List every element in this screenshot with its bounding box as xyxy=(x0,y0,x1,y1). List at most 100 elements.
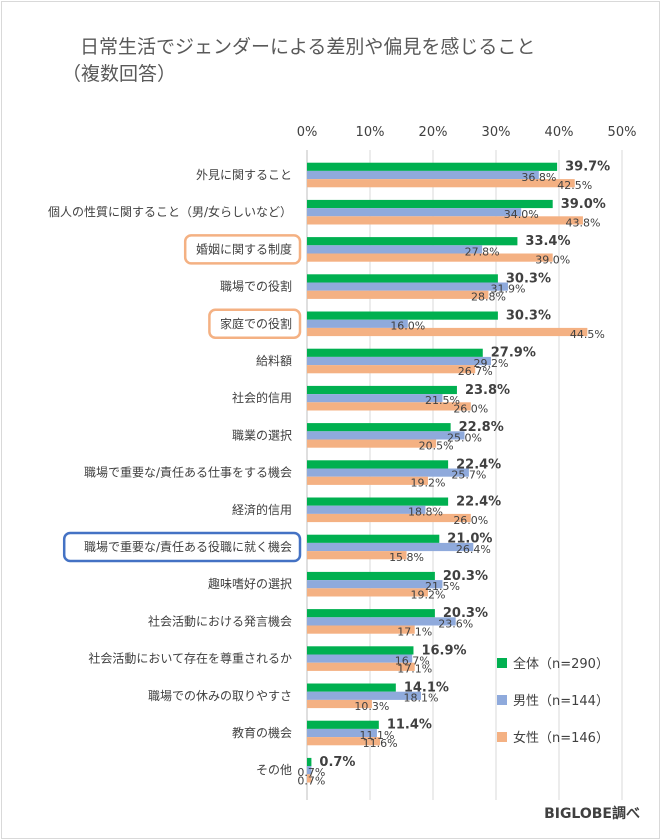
bar xyxy=(307,356,491,366)
legend-label: 全体（n=290） xyxy=(513,656,609,672)
data-label: 39.0% xyxy=(561,197,606,212)
data-label: 20.3% xyxy=(443,569,488,584)
bar xyxy=(307,571,435,581)
data-label: 27.8% xyxy=(465,245,500,258)
bar xyxy=(307,534,440,543)
bar xyxy=(307,460,449,469)
bar xyxy=(307,497,449,506)
bar xyxy=(307,253,553,262)
data-label: 22.8% xyxy=(459,420,504,435)
source-note: BIGLOBE調べ xyxy=(544,805,640,822)
x-tick-label: 20% xyxy=(419,125,448,140)
chart-title: 日常生活でジェンダーによる差別や偏見を感じること xyxy=(80,36,535,58)
category-label: 家庭での役割 xyxy=(220,316,292,331)
category-label: 社会活動において存在を尊重されるか xyxy=(88,651,292,666)
category-label: 経済的信用 xyxy=(232,502,292,517)
legend-swatch xyxy=(497,695,507,705)
bar xyxy=(307,385,457,395)
data-label: 0.7% xyxy=(297,774,325,787)
x-tick-label: 40% xyxy=(545,125,574,140)
data-label: 22.4% xyxy=(456,495,501,510)
bar xyxy=(307,720,379,729)
bar xyxy=(307,662,415,671)
data-label: 44.5% xyxy=(570,328,605,341)
data-label: 25.0% xyxy=(447,431,482,444)
category-label: 職場での役割 xyxy=(220,279,292,294)
data-label: 31.9% xyxy=(490,283,525,296)
legend-label: 男性（n=144） xyxy=(513,694,609,709)
x-tick-label: 30% xyxy=(482,125,511,140)
bar xyxy=(307,162,558,171)
bar xyxy=(307,757,312,767)
bar xyxy=(307,505,426,514)
legend-label: 女性（n=146） xyxy=(513,730,609,746)
bar xyxy=(307,365,476,374)
legend: 全体（n=290） 男性（n=144） 女性（n=146） xyxy=(497,656,609,746)
data-label: 33.4% xyxy=(525,234,570,249)
data-label: 18.8% xyxy=(408,506,443,519)
bar xyxy=(307,646,414,655)
bar xyxy=(307,394,443,403)
data-label: 39.7% xyxy=(565,160,610,175)
category-label: 趣味嗜好の選択 xyxy=(208,576,292,591)
data-label: 34.0% xyxy=(504,208,539,221)
bar xyxy=(307,542,474,552)
data-label: 20.3% xyxy=(443,606,488,621)
data-label: 15.8% xyxy=(389,551,424,564)
bar xyxy=(307,245,483,254)
data-label: 22.4% xyxy=(456,457,501,472)
category-label: 社会活動における発言機会 xyxy=(148,613,292,628)
category-label: 給料額 xyxy=(256,354,292,368)
data-label: 26.7% xyxy=(458,365,493,378)
data-label: 20.5% xyxy=(419,440,454,453)
bar xyxy=(307,468,469,477)
bar xyxy=(307,476,428,485)
data-label: 11.1% xyxy=(359,729,394,742)
bars xyxy=(307,162,588,783)
x-axis-ticks: 0% 10% 20% 30% 40% 50% xyxy=(297,125,637,140)
x-tick-label: 50% xyxy=(608,125,637,140)
category-label: その他 xyxy=(256,763,292,777)
data-label: 14.1% xyxy=(404,681,449,696)
bar xyxy=(307,319,408,328)
data-labels: 39.7% 39.0% 33.4% 30.3% 30.3% 27.9% 23.8% 22.8%… xyxy=(297,160,610,788)
data-label: 30.3% xyxy=(506,309,551,324)
bar xyxy=(307,766,312,775)
data-label: 23.8% xyxy=(465,383,510,398)
data-label: 0.7% xyxy=(319,755,355,770)
bar xyxy=(307,423,451,432)
data-label: 11.6% xyxy=(363,737,398,750)
data-label: 19.2% xyxy=(410,477,445,490)
data-label: 42.5% xyxy=(557,179,592,192)
chart-subtitle: （複数回答） xyxy=(62,63,176,85)
bar xyxy=(307,609,435,618)
data-label: 21.0% xyxy=(447,532,492,547)
bar xyxy=(307,216,583,225)
bar xyxy=(307,237,518,246)
data-label: 36.8% xyxy=(521,171,556,184)
bar xyxy=(307,728,377,738)
data-label: 29.2% xyxy=(473,357,508,370)
data-label: 28.8% xyxy=(471,291,506,304)
bar xyxy=(307,774,312,783)
bar xyxy=(307,179,575,188)
bar xyxy=(307,551,407,560)
data-label: 18.1% xyxy=(404,692,439,705)
bar xyxy=(307,683,396,692)
data-label: 26.0% xyxy=(453,514,488,527)
bar xyxy=(307,199,553,209)
bar xyxy=(307,274,498,283)
bar xyxy=(307,588,428,597)
data-label: 17.1% xyxy=(397,663,432,676)
data-label: 16.7% xyxy=(395,655,430,668)
data-label: 10.3% xyxy=(354,700,389,713)
data-label: 21.5% xyxy=(425,580,460,593)
legend-swatch xyxy=(497,658,507,668)
data-label: 23.6% xyxy=(438,617,473,630)
x-tick-label: 10% xyxy=(356,125,385,140)
category-highlights xyxy=(62,234,302,563)
category-label: 教育の機会 xyxy=(232,725,292,740)
data-label: 30.3% xyxy=(506,271,551,286)
category-label: 個人の性質に関すること（男/女らしいなど） xyxy=(48,204,292,219)
